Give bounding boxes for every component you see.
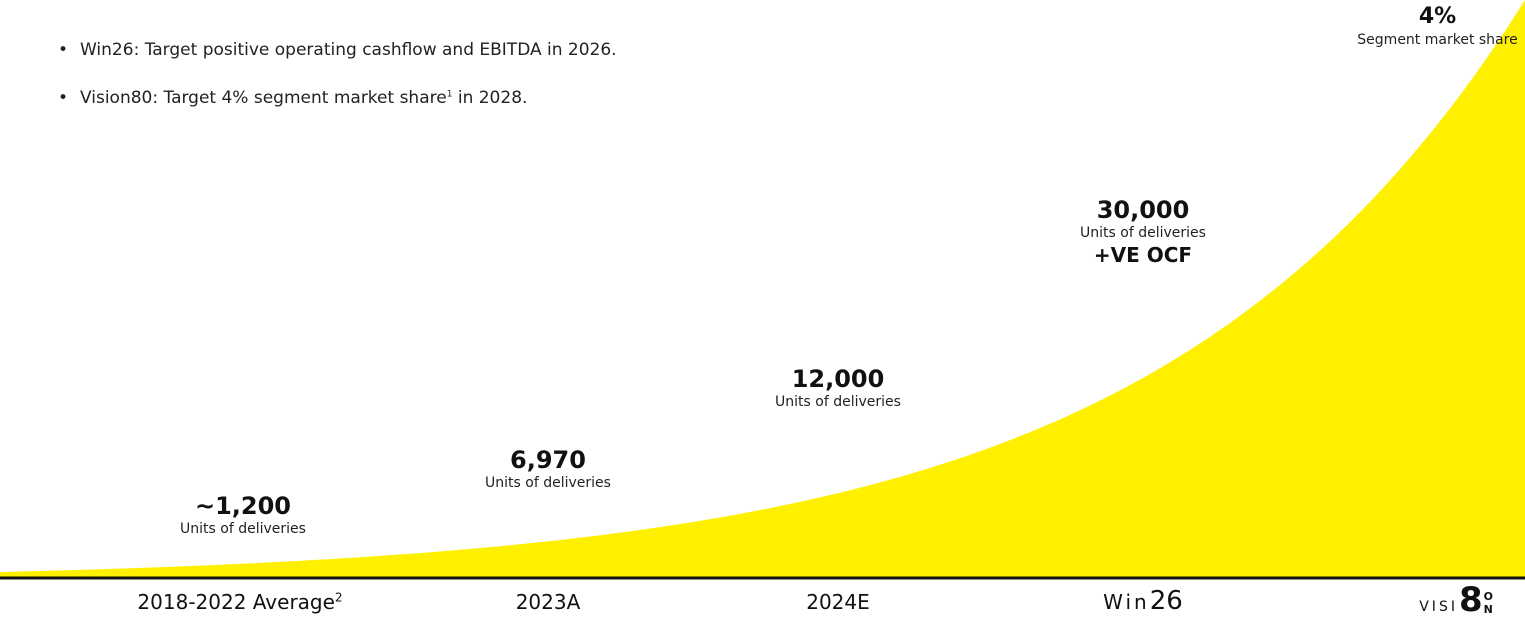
- bullet-list: • Win26: Target positive operating cashfl…: [58, 40, 617, 136]
- x-tick-win26-year: 26: [1149, 586, 1183, 616]
- bullet-win26-text: Win26: Target positive operating cashflo…: [80, 40, 617, 60]
- x-tick-2023a-text: 2023A: [515, 590, 581, 614]
- logo-visi-text: VISI: [1419, 599, 1458, 615]
- caption-2024e: Units of deliveries: [775, 394, 901, 410]
- x-tick-win26: Win26: [1103, 586, 1183, 616]
- x-tick-win26-prefix: Win: [1103, 590, 1150, 614]
- caption-2018-2022: Units of deliveries: [180, 521, 306, 537]
- logo-n: N: [1483, 603, 1493, 616]
- footnote-marker: 1: [446, 89, 453, 100]
- annotation-win26: 30,000 Units of deliveries +VE OCF: [1068, 196, 1218, 267]
- annotation-market-share: 4% Segment market share: [1350, 3, 1525, 50]
- x-tick-2024e-text: 2024E: [806, 590, 870, 614]
- x-tick-2018-2022: 2018-2022 Average2: [137, 590, 342, 614]
- logo-eight: 8: [1458, 580, 1483, 620]
- data-label-2024e: 12,000: [791, 365, 885, 393]
- bullet-vision80-tail: in 2028.: [452, 88, 528, 108]
- bullet-vision80-text: Vision80: Target 4% segment market share: [80, 88, 447, 108]
- logo-on-stack: O N: [1484, 590, 1493, 616]
- caption-2023a: Units of deliveries: [485, 475, 611, 491]
- annotation-2024e: 12,000 Units of deliveries: [763, 365, 913, 412]
- x-tick-footnote: 2: [334, 590, 343, 605]
- x-tick-2024e: 2024E: [806, 590, 870, 614]
- data-label-2018-2022: ~1,200: [194, 492, 292, 520]
- vision80-logo: VISI 8 O N: [1419, 580, 1493, 620]
- annotation-2018-2022: ~1,200 Units of deliveries: [173, 492, 313, 539]
- caption-win26: Units of deliveries: [1080, 225, 1206, 241]
- data-label-2023a: 6,970: [510, 446, 586, 474]
- growth-area: [0, 0, 1525, 577]
- market-share-caption: Segment market share: [1357, 32, 1518, 48]
- data-label-win26: 30,000: [1096, 196, 1190, 224]
- bullet-vision80: • Vision80: Target 4% segment market shar…: [58, 88, 528, 108]
- annotation-2023a: 6,970 Units of deliveries: [473, 446, 623, 493]
- x-tick-2018-2022-text: 2018-2022 Average: [137, 590, 335, 614]
- bullet-win26: • Win26: Target positive operating cashfl…: [58, 40, 617, 60]
- ocf-label-win26: +VE OCF: [1093, 243, 1193, 267]
- logo-o: O: [1483, 590, 1493, 603]
- x-tick-2023a: 2023A: [516, 590, 581, 614]
- market-share-value: 4%: [1418, 4, 1457, 29]
